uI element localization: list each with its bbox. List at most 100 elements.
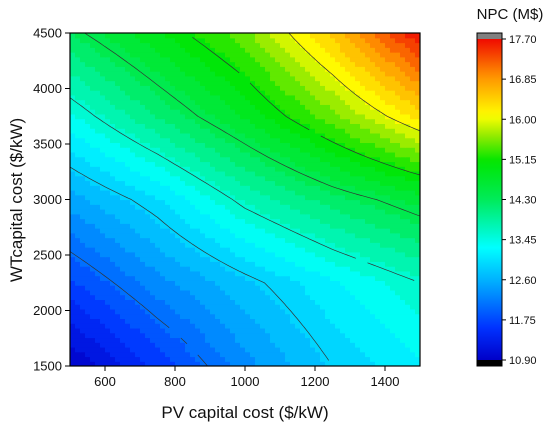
contour-cell (340, 128, 346, 134)
contour-cell (400, 337, 406, 343)
contour-cell (235, 351, 241, 358)
contour-cell (410, 270, 416, 277)
contour-cell (85, 356, 91, 362)
contour-cell (330, 346, 336, 353)
contour-cell (290, 256, 296, 262)
contour-cell (210, 251, 216, 258)
contour-cell (185, 90, 191, 96)
contour-cell (295, 180, 301, 186)
contour-cell (350, 147, 356, 153)
contour-cell (165, 270, 171, 277)
contour-cell (315, 304, 321, 310)
contour-cell (235, 47, 241, 53)
contour-cell (85, 285, 91, 291)
contour-cell (310, 199, 316, 205)
contour-cell (105, 156, 111, 163)
contour-cell (395, 66, 401, 72)
contour-cell (260, 52, 266, 58)
contour-cell (155, 304, 161, 310)
contour-cell (170, 42, 176, 48)
contour-cell (130, 266, 136, 272)
contour-cell (90, 256, 96, 262)
contour-cell (105, 194, 111, 201)
contour-cell (115, 118, 121, 124)
contour-cell (155, 94, 161, 101)
contour-cell (225, 275, 231, 281)
contour-cell (210, 156, 216, 163)
contour-cell (110, 52, 116, 58)
contour-cell (215, 251, 221, 258)
contour-cell (415, 33, 420, 39)
contour-cell (400, 204, 406, 210)
contour-cell (180, 37, 186, 44)
contour-cell (380, 90, 386, 96)
contour-cell (95, 151, 101, 158)
contour-cell (140, 270, 146, 277)
contour-cell (370, 61, 376, 67)
contour-cell (155, 318, 161, 324)
contour-cell (120, 323, 126, 329)
contour-cell (405, 128, 411, 134)
contour-cell (230, 270, 236, 277)
contour-cell (290, 47, 296, 53)
contour-cell (70, 299, 76, 305)
contour-cell (110, 232, 116, 239)
contour-cell (195, 90, 201, 96)
contour-cell (370, 323, 376, 329)
contour-cell (205, 166, 211, 172)
contour-cell (385, 170, 391, 177)
contour-cell (170, 109, 176, 115)
contour-cell (155, 275, 161, 281)
contour-cell (280, 137, 286, 144)
contour-cell (105, 232, 111, 239)
contour-cell (380, 289, 386, 296)
contour-cell (330, 242, 336, 248)
contour-cell (395, 313, 401, 320)
contour-cell (375, 251, 381, 258)
contour-cell (315, 118, 321, 124)
contour-cell (350, 123, 356, 129)
contour-cell (230, 223, 236, 229)
contour-cell (230, 361, 236, 366)
contour-cell (115, 204, 121, 210)
contour-cell (80, 123, 86, 129)
contour-cell (285, 204, 291, 210)
contour-cell (95, 266, 101, 272)
contour-cell (295, 175, 301, 182)
contour-cell (380, 66, 386, 72)
contour-cell (315, 75, 321, 82)
contour-cell (380, 142, 386, 148)
contour-cell (165, 194, 171, 201)
contour-cell (110, 275, 116, 281)
contour-cell (315, 85, 321, 91)
contour-cell (380, 156, 386, 163)
contour-cell (205, 109, 211, 115)
contour-cell (345, 218, 351, 224)
contour-cell (250, 346, 256, 353)
contour-cell (125, 289, 131, 296)
contour-cell (75, 223, 81, 229)
contour-cell (390, 52, 396, 58)
contour-cell (150, 137, 156, 144)
colorbar-tick-label: 14.30 (509, 195, 537, 207)
contour-cell (130, 270, 136, 277)
x-tick-label: 1000 (231, 374, 260, 389)
contour-cell (90, 189, 96, 196)
contour-cell (250, 151, 256, 158)
contour-cell (270, 175, 276, 182)
contour-cell (345, 71, 351, 77)
contour-cell (175, 270, 181, 277)
contour-cell (175, 61, 181, 67)
contour-cell (175, 85, 181, 91)
contour-cell (160, 47, 166, 53)
contour-cell (165, 113, 171, 120)
contour-cell (235, 242, 241, 248)
contour-cell (175, 342, 181, 348)
contour-cell (235, 175, 241, 182)
contour-cell (165, 161, 171, 167)
contour-cell (340, 289, 346, 296)
contour-cell (210, 166, 216, 172)
contour-cell (385, 251, 391, 258)
contour-cell (115, 128, 121, 134)
contour-cell (390, 285, 396, 291)
